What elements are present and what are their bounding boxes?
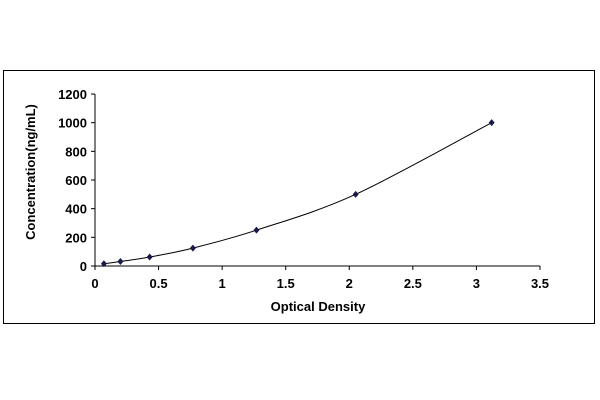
x-axis-label: Optical Density (271, 299, 366, 314)
y-axis-label: Concentration(ng/mL) (23, 104, 38, 240)
y-tick-label: 200 (65, 230, 87, 245)
y-tick-label: 400 (65, 202, 87, 217)
data-point (146, 253, 153, 261)
fit-curve (103, 122, 492, 265)
data-point (117, 258, 124, 266)
x-tick-label: 0.5 (150, 276, 168, 291)
x-tick-label: 3.5 (531, 276, 549, 291)
x-tick-label: 1 (219, 276, 226, 291)
x-tick-label: 2.5 (404, 276, 422, 291)
x-tick-label: 3 (473, 276, 480, 291)
data-point (100, 260, 107, 268)
data-point (352, 190, 359, 198)
y-tick-label: 800 (65, 144, 87, 159)
data-point (253, 226, 260, 234)
x-tick-label: 1.5 (277, 276, 295, 291)
y-tick-label: 1200 (58, 87, 87, 102)
x-tick-label: 2 (346, 276, 353, 291)
x-tick-label: 0 (91, 276, 98, 291)
chart-frame (3, 70, 595, 324)
y-tick-label: 600 (65, 173, 87, 188)
y-tick-label: 1000 (58, 116, 87, 131)
data-point (488, 119, 495, 127)
y-tick-label: 0 (80, 259, 87, 274)
data-point (189, 244, 196, 252)
